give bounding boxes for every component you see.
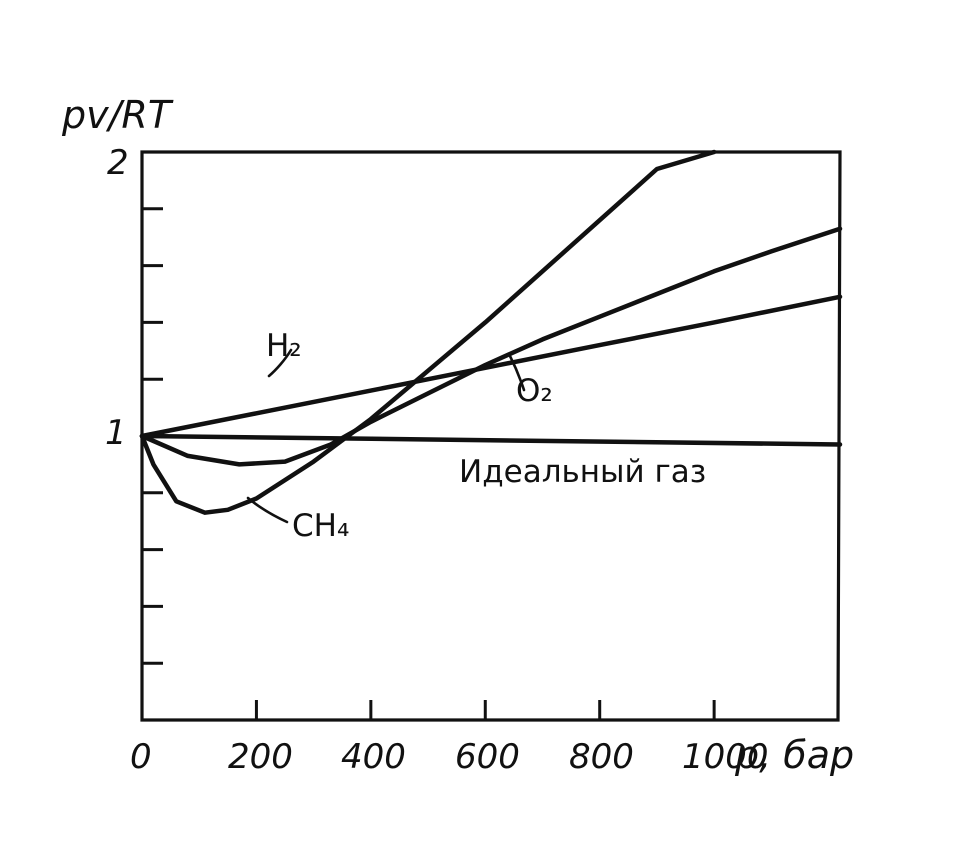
series-leaders (246, 348, 526, 524)
series-label-o2: O₂ (516, 373, 553, 409)
y-tick-label-1: 1 (105, 413, 127, 453)
plot-frame (140, 150, 842, 722)
x-tick-label-400: 400 (341, 737, 406, 777)
y-tick-label-2: 2 (107, 143, 129, 183)
series-labels: H₂ O₂ CH₄ Идеальный газ (266, 328, 706, 544)
x-axis-title: p, бар (734, 733, 854, 777)
series-label-h2: H₂ (266, 328, 302, 364)
x-tick-label-1000: 1000 (682, 737, 769, 777)
series-line-3 (139, 433, 843, 447)
series-line-0 (139, 294, 843, 439)
x-axis-ticks (140, 700, 716, 720)
series-layer (139, 149, 843, 515)
series-line-1 (139, 226, 843, 467)
leader-o2 (508, 354, 526, 392)
x-axis-title-text: p, бар (734, 733, 854, 777)
series-label-ideal-gas: Идеальный газ (459, 454, 706, 490)
y-tick-labels: 1 2 (105, 143, 129, 453)
x-tick-label-800: 800 (569, 737, 634, 777)
x-tick-label-600: 600 (455, 737, 520, 777)
y-axis-title: pv/RT (61, 93, 174, 137)
x-tick-label-200: 200 (228, 737, 293, 777)
leader-h2 (267, 348, 293, 378)
series-label-ch4: CH₄ (292, 508, 349, 544)
y-axis-title-text: pv/RT (61, 93, 174, 137)
x-tick-labels: 0 200 400 600 800 1000 (130, 737, 769, 777)
x-tick-label-0: 0 (130, 737, 152, 777)
leader-ch4 (246, 496, 289, 524)
